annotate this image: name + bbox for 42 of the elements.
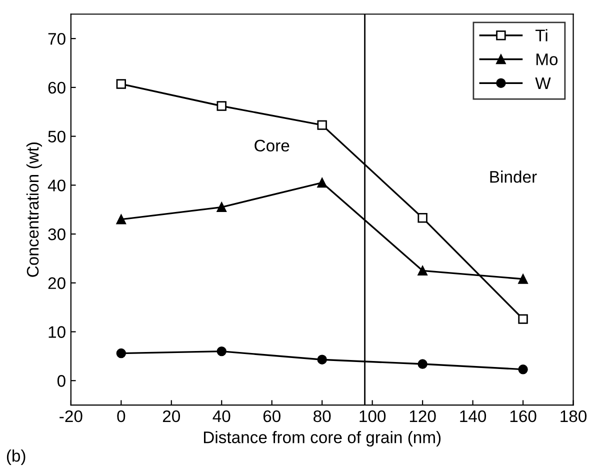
legend-label: Ti [535,29,548,42]
point [518,274,528,284]
y-tick-label: 0 [57,375,66,387]
y-axis-title: Concentration (wt) [26,142,42,277]
x-tick-label: 20 [162,410,180,422]
x-tick-label: 120 [410,410,436,422]
y-tick-label: 70 [48,32,66,45]
x-tick-label: 60 [263,410,280,422]
annotation: Binder [490,170,537,183]
point [116,79,126,89]
point [116,214,126,224]
x-axis-title: Distance from core of grain (nm) [204,431,441,447]
legend-label: W [535,77,551,89]
point [317,120,327,130]
point [317,178,327,188]
legend-label: Mo [536,54,558,66]
point [216,202,226,212]
y-tick-label: 10 [48,326,66,338]
point [518,364,528,374]
point [518,314,528,324]
y-tick-label: 30 [48,228,66,240]
x-tick-label: 160 [510,410,536,422]
point [418,359,428,369]
x-tick-label: 0 [117,410,126,422]
point [216,101,226,111]
point [418,213,428,223]
x-tick-label: 100 [360,410,386,422]
y-tick-label: 20 [48,277,66,290]
x-tick-label: -20 [60,410,82,422]
x-tick-label: 140 [460,410,486,422]
text: (b) [6,450,26,466]
y-tick-label: 60 [48,82,66,94]
x-tick-label: 180 [560,410,587,422]
point [418,266,428,276]
x-tick-label: 80 [314,410,331,422]
x-tick-label: 40 [212,410,230,422]
y-tick-label: 40 [48,180,66,192]
point [317,354,327,364]
point [116,348,126,358]
point [216,346,226,356]
y-tick-label: 50 [48,130,66,142]
annotation: Core [254,140,290,152]
